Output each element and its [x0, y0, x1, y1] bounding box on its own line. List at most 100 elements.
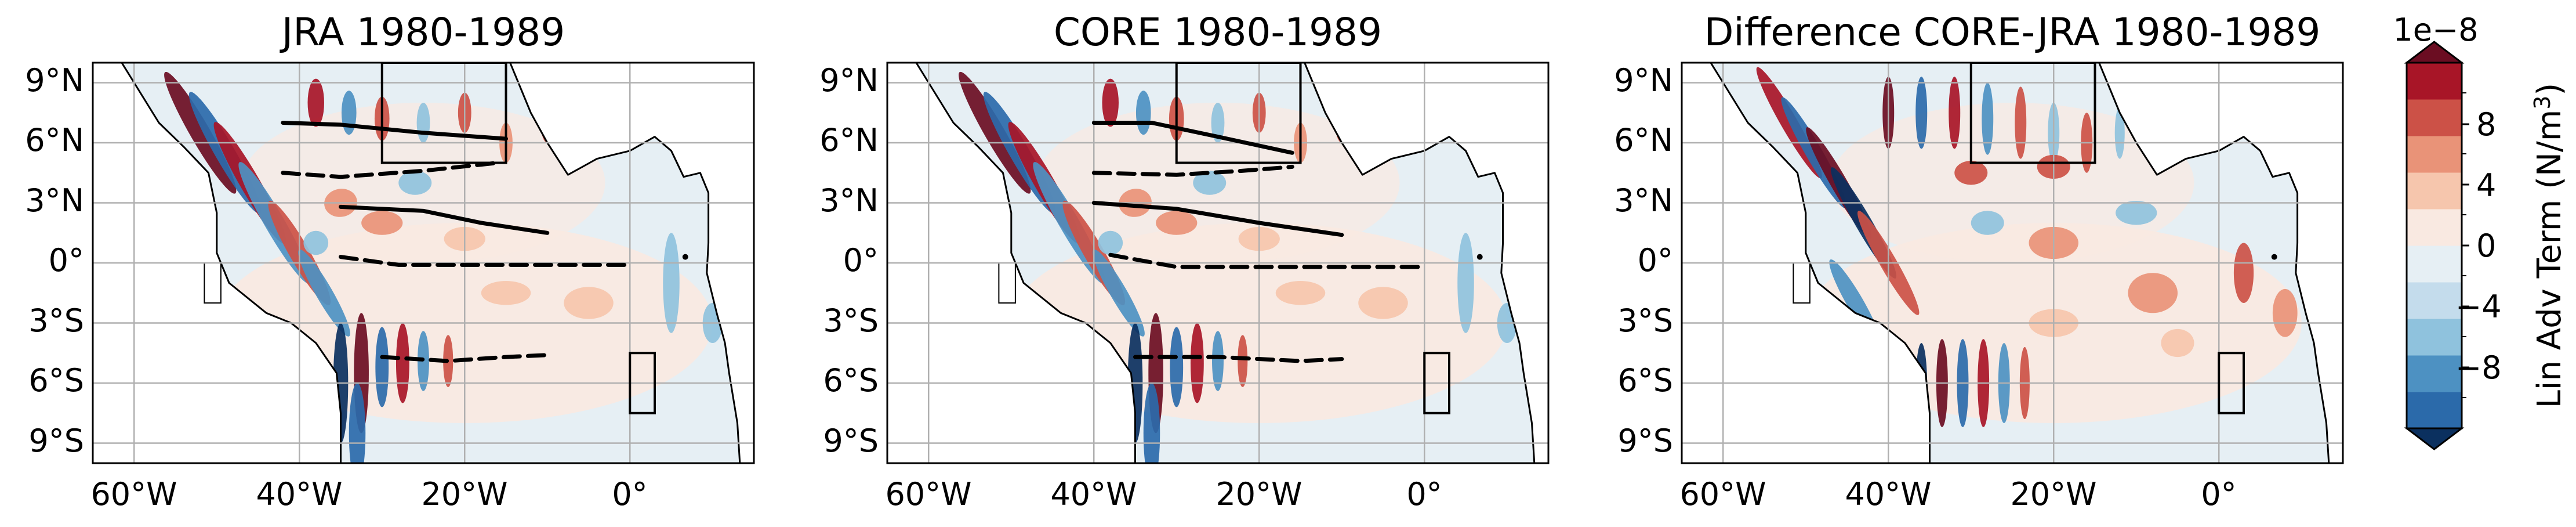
x-tick-label: 60°W [1679, 476, 1766, 512]
x-axis: 60°W 40°W 20°W 0° [90, 476, 647, 512]
island [204, 263, 221, 303]
anomaly-blob [417, 103, 430, 143]
anomaly-blob [1170, 327, 1183, 407]
anomaly-blob [361, 211, 402, 234]
anomaly-blob [1098, 231, 1123, 255]
anomaly-blob [1156, 211, 1197, 234]
panel-title: JRA 1980-1989 [280, 10, 565, 55]
map-panel-difference: Difference CORE-JRA 1980-1989 9°N 6°N 3°… [1614, 0, 2384, 512]
colorbar-segment [2407, 136, 2462, 173]
y-tick-label: 3°N [1614, 182, 1673, 219]
x-tick-label: 20°W [421, 476, 507, 512]
anomaly-blob [349, 383, 366, 483]
x-tick-label: 40°W [1050, 476, 1137, 512]
colorbar-tick-label: 8 [2476, 106, 2496, 143]
x-tick-label: 20°W [1216, 476, 1302, 512]
field-layer [1682, 0, 2384, 483]
x-tick-label: 0° [1406, 476, 1442, 512]
panel-title: Difference CORE-JRA 1980-1989 [1704, 10, 2321, 55]
y-tick-label: 9°N [25, 62, 84, 99]
map-panel-core: CORE 1980-1989 9°N 6°N 3°N 0° 3°S 6°S 9°… [819, 0, 1590, 512]
colorbar-segment [2407, 282, 2462, 319]
y-axis: 9°N 6°N 3°N 0° 3°S 6°S 9°S [25, 62, 84, 459]
x-tick-label: 0° [2201, 476, 2236, 512]
y-tick-label: 0° [843, 242, 879, 279]
x-tick-label: 60°W [90, 476, 177, 512]
anomaly-blob [398, 171, 431, 194]
y-tick-label: 6°N [819, 122, 879, 158]
y-tick-label: 9°N [819, 62, 879, 99]
y-tick-label: 6°N [1614, 122, 1673, 158]
anomaly-blob [2116, 201, 2157, 225]
colorbar-segment [2407, 63, 2462, 100]
y-tick-label: 6°S [28, 362, 84, 399]
y-tick-label: 9°N [1614, 62, 1673, 99]
island [1477, 254, 1483, 260]
anomaly-blob [303, 231, 328, 255]
colorbar-segment [2407, 246, 2462, 283]
anomaly-blob [2015, 86, 2026, 158]
anomaly-blob [1457, 233, 1474, 333]
x-tick-label: 0° [612, 476, 647, 512]
x-tick-label: 60°W [885, 476, 971, 512]
island [999, 263, 1015, 303]
colorbar-segment [2407, 319, 2462, 356]
colorbar-segment [2407, 355, 2462, 392]
colorbar-tick-label: −8 [2455, 349, 2502, 386]
anomaly-blob [481, 281, 531, 305]
anomaly-blob [342, 91, 357, 135]
x-tick-label: 20°W [2010, 476, 2096, 512]
anomaly-blob [1971, 211, 2004, 234]
colorbar-tick-label: −4 [2455, 288, 2502, 325]
anomaly-blob [1136, 91, 1151, 135]
anomaly-blob [1954, 161, 1987, 185]
anomaly-blob [1949, 77, 1960, 149]
colorbar-segments [2407, 42, 2462, 449]
anomaly-blob [396, 323, 409, 403]
anomaly-blob [1358, 287, 1408, 319]
colorbar-tick-label: 4 [2476, 167, 2496, 204]
x-tick-label: 40°W [1845, 476, 1931, 512]
y-tick-label: 0° [1638, 242, 1673, 279]
colorbar-label-close: ) [2531, 83, 2568, 96]
y-tick-label: 3°N [25, 182, 84, 219]
anomaly-blob [1212, 331, 1224, 391]
anomaly-blob [308, 79, 325, 127]
colorbar-segment [2407, 392, 2462, 429]
island [2272, 254, 2277, 260]
colorbar-tick-label: 0 [2476, 228, 2496, 264]
colorbar-scale-label: 1e−8 [2393, 12, 2478, 48]
colorbar-label: Lin Adv Term (N/m3) [2530, 83, 2568, 409]
anomaly-blob [1191, 323, 1204, 403]
anomaly-blob [663, 233, 680, 333]
anomaly-blob [1102, 79, 1119, 127]
y-tick-label: 0° [49, 242, 84, 279]
field-layer [887, 0, 1590, 493]
map-panel-jra: JRA 1980-1989 9°N 6°N 3°N 0° 3°S 6°S 9°S… [25, 0, 795, 512]
y-tick-label: 6°N [25, 122, 84, 158]
colorbar-label-superscript: 3 [2530, 96, 2555, 110]
y-tick-label: 3°S [28, 302, 84, 339]
x-tick-label: 40°W [256, 476, 342, 512]
anomaly-blob [2273, 289, 2298, 337]
y-tick-label: 9°S [28, 423, 84, 459]
island [683, 254, 688, 260]
colorbar-segment [2407, 209, 2462, 246]
colorbar-extend-min [2407, 428, 2462, 449]
colorbar-segment [2407, 99, 2462, 136]
y-axis: 9°N 6°N 3°N 0° 3°S 6°S 9°S [1614, 62, 1673, 459]
x-axis: 60°W 40°W 20°W 0° [1679, 476, 2236, 512]
colorbar-label-text: Lin Adv Term (N/m [2531, 110, 2568, 409]
y-tick-label: 3°S [823, 302, 879, 339]
anomaly-blob [2161, 329, 2194, 357]
y-tick-label: 6°S [1617, 362, 1673, 399]
panel-title: CORE 1980-1989 [1054, 10, 1382, 55]
colorbar: 8 4 0 −4 −8 1e−8 Lin Adv Term (N/m3) [2393, 12, 2568, 449]
anomaly-blob [1144, 383, 1160, 483]
anomaly-blob [1238, 335, 1247, 387]
anomaly-blob [1915, 77, 1927, 149]
colorbar-segment [2407, 172, 2462, 210]
island [1793, 263, 1810, 303]
x-axis: 60°W 40°W 20°W 0° [885, 476, 1442, 512]
